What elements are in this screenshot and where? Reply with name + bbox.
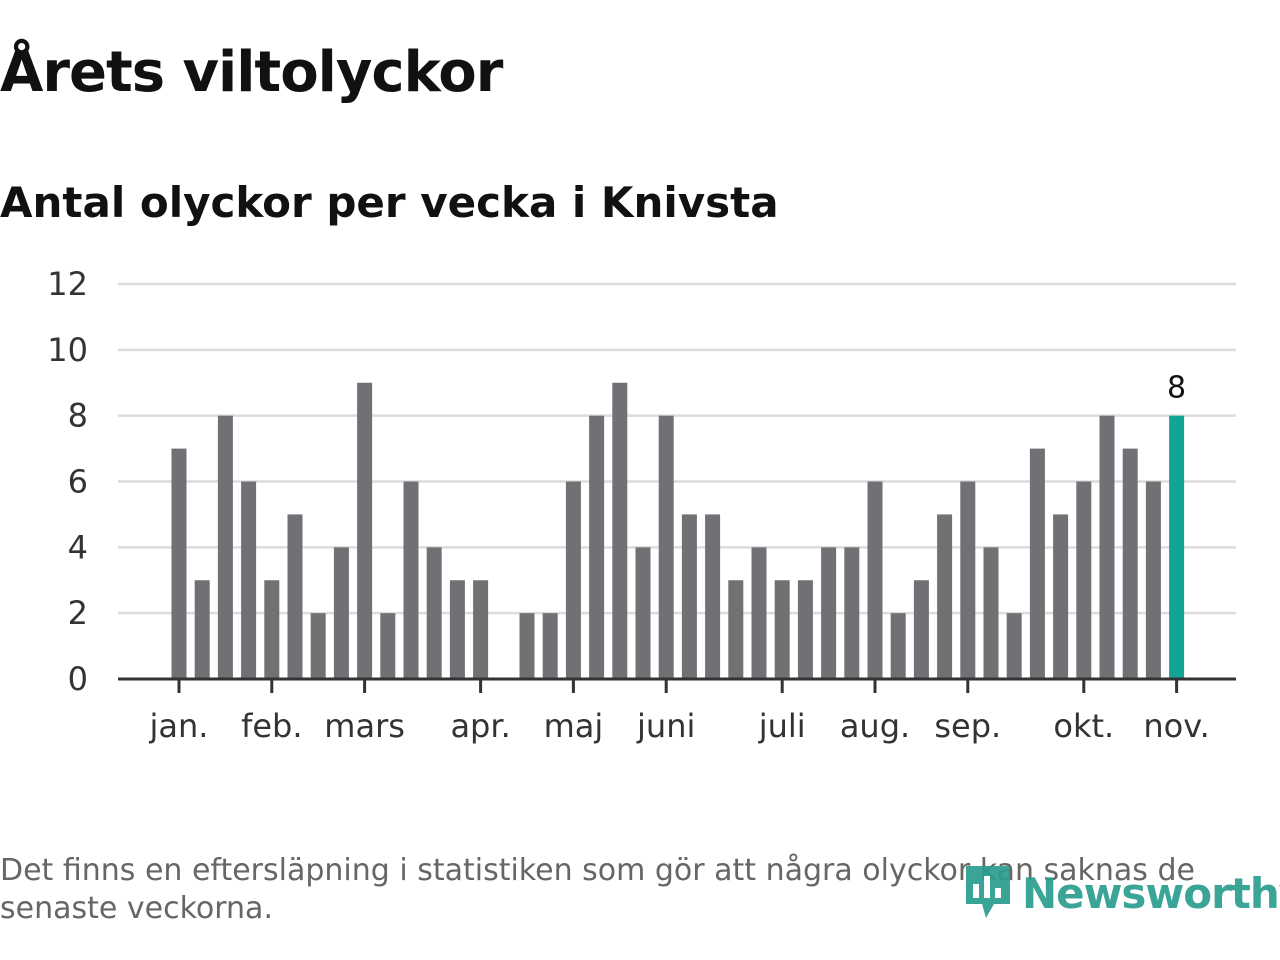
x-tick-label: maj — [544, 707, 604, 745]
bar — [821, 547, 837, 679]
bar — [380, 613, 396, 679]
bar — [658, 415, 674, 679]
bar — [565, 481, 581, 679]
x-tick-label: aug. — [840, 707, 910, 745]
bar — [1053, 514, 1069, 679]
bar — [1076, 481, 1092, 679]
bar — [217, 415, 233, 679]
bar — [937, 514, 953, 679]
bar — [542, 613, 558, 679]
bar — [241, 481, 257, 679]
bar — [589, 415, 605, 679]
bar — [1006, 613, 1022, 679]
bar — [287, 514, 303, 679]
bar — [960, 481, 976, 679]
bar — [310, 613, 326, 679]
x-tick-label: mars — [324, 707, 405, 745]
bar — [751, 547, 767, 679]
bar — [403, 481, 419, 679]
bar — [449, 580, 465, 679]
y-tick-label: 4 — [68, 528, 88, 566]
bar — [612, 382, 628, 679]
highlight-bar — [1169, 415, 1185, 679]
x-tick-label: juli — [758, 707, 806, 745]
chart-subtitle: Antal olyckor per vecka i Knivsta — [0, 178, 779, 227]
bar — [913, 580, 929, 679]
bar — [705, 514, 721, 679]
bar — [264, 580, 280, 679]
bar — [473, 580, 489, 679]
newsworthy-logo-icon — [962, 860, 1014, 926]
bar — [983, 547, 999, 679]
x-tick-label: apr. — [450, 707, 510, 745]
x-tick-label: feb. — [241, 707, 302, 745]
bar — [519, 613, 535, 679]
y-tick-label: 8 — [68, 397, 88, 435]
y-tick-label: 6 — [68, 463, 88, 501]
x-tick-label: juni — [636, 707, 695, 745]
bar-chart: 0 2 4 6 8 10 12 jan. feb. mars apr. maj juni juli aug.… — [47, 265, 1236, 745]
bar — [194, 580, 210, 679]
bar — [728, 580, 744, 679]
brand-logo: Newsworthy — [962, 860, 1280, 926]
brand-name: Newsworthy — [1022, 868, 1280, 918]
bar — [1099, 415, 1115, 679]
bar — [890, 613, 906, 679]
bar — [1029, 448, 1045, 679]
bar — [635, 547, 651, 679]
y-tick-label: 12 — [47, 265, 88, 303]
bar — [867, 481, 883, 679]
x-tick-label: jan. — [149, 707, 209, 745]
x-tick-label: sep. — [934, 707, 1001, 745]
bar — [333, 547, 349, 679]
y-tick-label: 0 — [68, 660, 88, 698]
bar — [681, 514, 697, 679]
chart-title: Årets viltolyckor — [0, 40, 503, 105]
bar — [774, 580, 790, 679]
bar — [171, 448, 187, 679]
x-tick-label: okt. — [1053, 707, 1114, 745]
bar — [844, 547, 860, 679]
x-tick-label: nov. — [1143, 707, 1209, 745]
bar — [357, 382, 373, 679]
highlight-value-label: 8 — [1167, 371, 1186, 406]
y-tick-label: 2 — [68, 594, 88, 632]
bar — [426, 547, 442, 679]
bar — [797, 580, 813, 679]
y-tick-label: 10 — [47, 331, 88, 369]
bar — [1122, 448, 1138, 679]
bar — [1145, 481, 1161, 679]
